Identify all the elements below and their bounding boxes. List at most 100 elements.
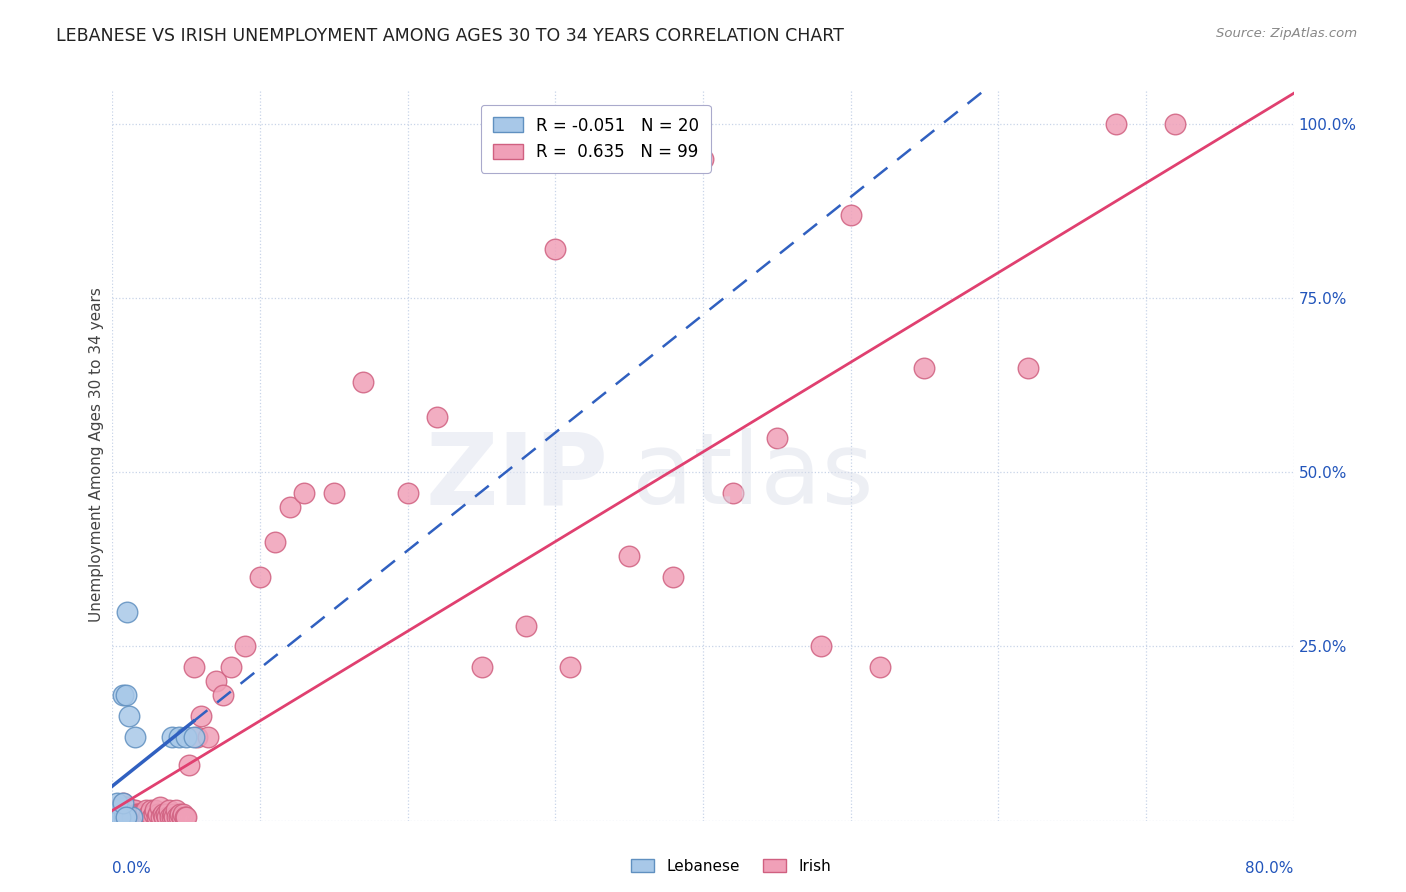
Point xyxy=(148,806,170,821)
Point xyxy=(869,660,891,674)
Point xyxy=(118,810,141,824)
Point xyxy=(108,803,131,817)
Point xyxy=(107,810,129,824)
Point xyxy=(160,810,183,824)
Point xyxy=(278,500,301,515)
Point xyxy=(839,208,862,222)
Point xyxy=(111,810,134,824)
Point xyxy=(134,806,156,821)
Point xyxy=(105,810,128,824)
Point xyxy=(183,730,205,744)
Point xyxy=(152,806,174,821)
Point xyxy=(122,810,145,824)
Legend: R = -0.051   N = 20, R =  0.635   N = 99: R = -0.051 N = 20, R = 0.635 N = 99 xyxy=(481,105,710,172)
Point xyxy=(121,803,143,817)
Point xyxy=(105,810,128,824)
Point xyxy=(117,806,138,821)
Point xyxy=(111,803,134,817)
Point xyxy=(149,799,172,814)
Point xyxy=(112,799,135,814)
Point xyxy=(114,806,136,821)
Point xyxy=(125,806,148,821)
Point xyxy=(117,799,138,814)
Point xyxy=(105,796,128,810)
Point xyxy=(121,810,143,824)
Point xyxy=(127,806,149,821)
Point xyxy=(146,810,169,824)
Point xyxy=(143,803,166,817)
Point xyxy=(111,796,134,810)
Point xyxy=(132,810,155,824)
Text: LEBANESE VS IRISH UNEMPLOYMENT AMONG AGES 30 TO 34 YEARS CORRELATION CHART: LEBANESE VS IRISH UNEMPLOYMENT AMONG AGE… xyxy=(56,27,844,45)
Point xyxy=(173,810,195,824)
Text: ZIP: ZIP xyxy=(426,428,609,525)
Point xyxy=(162,806,184,821)
Point xyxy=(205,674,228,689)
Point xyxy=(112,810,135,824)
Point xyxy=(160,730,183,744)
Point xyxy=(186,730,208,744)
Point xyxy=(112,810,135,824)
Point xyxy=(135,803,157,817)
Point xyxy=(124,803,146,817)
Point xyxy=(131,806,153,821)
Point xyxy=(167,810,190,824)
Point xyxy=(114,810,136,824)
Point xyxy=(619,549,641,563)
Point xyxy=(150,810,173,824)
Point xyxy=(124,810,146,824)
Point xyxy=(721,486,744,500)
Point xyxy=(138,806,160,821)
Point xyxy=(108,799,131,814)
Point xyxy=(153,810,176,824)
Point xyxy=(558,660,582,674)
Point xyxy=(1105,117,1128,131)
Point xyxy=(166,810,188,824)
Point xyxy=(544,243,567,257)
Point xyxy=(179,758,201,772)
Point xyxy=(170,810,193,824)
Point xyxy=(219,660,242,674)
Point xyxy=(118,803,141,817)
Point xyxy=(108,810,131,824)
Point xyxy=(117,810,138,824)
Point xyxy=(128,806,150,821)
Text: atlas: atlas xyxy=(633,428,873,525)
Point xyxy=(110,799,132,814)
Point xyxy=(111,688,134,702)
Point xyxy=(136,810,159,824)
Point xyxy=(264,535,287,549)
Point xyxy=(1164,117,1187,131)
Point xyxy=(1017,360,1039,375)
Point xyxy=(107,803,129,817)
Point xyxy=(141,810,163,824)
Point xyxy=(396,486,419,500)
Point xyxy=(470,660,494,674)
Legend: Lebanese, Irish: Lebanese, Irish xyxy=(626,853,837,880)
Point xyxy=(183,660,205,674)
Point xyxy=(167,730,190,744)
Point xyxy=(914,360,936,375)
Point xyxy=(139,803,162,817)
Point xyxy=(156,810,179,824)
Point xyxy=(197,730,219,744)
Point xyxy=(352,375,374,389)
Point xyxy=(124,730,146,744)
Point xyxy=(111,796,134,810)
Point xyxy=(108,810,131,824)
Point xyxy=(692,152,714,166)
Point xyxy=(155,806,177,821)
Point xyxy=(174,810,197,824)
Point xyxy=(249,570,271,584)
Point xyxy=(292,486,315,500)
Point xyxy=(108,810,131,824)
Point xyxy=(121,810,143,824)
Point xyxy=(108,806,131,821)
Text: Source: ZipAtlas.com: Source: ZipAtlas.com xyxy=(1216,27,1357,40)
Point xyxy=(190,709,212,723)
Point xyxy=(233,640,256,654)
Point xyxy=(114,799,136,814)
Point xyxy=(110,806,132,821)
Point xyxy=(110,810,132,824)
Point xyxy=(122,803,145,817)
